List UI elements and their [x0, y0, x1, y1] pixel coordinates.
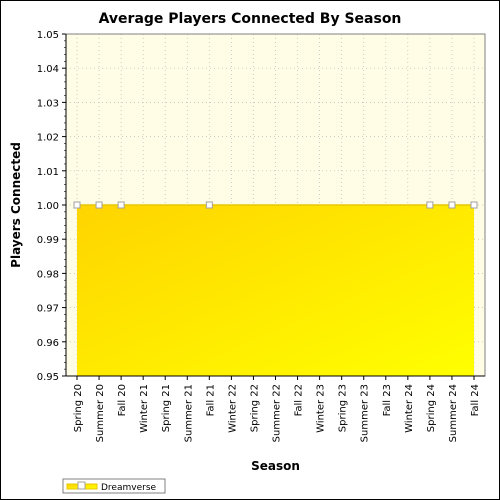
legend-label: Dreamverse: [101, 483, 157, 493]
x-tick-label: Spring 21: [161, 384, 172, 432]
data-point: [448, 201, 456, 209]
x-tick-label: Summer 20: [95, 384, 106, 442]
y-tick-label: 1.02: [37, 133, 59, 144]
data-point: [117, 201, 125, 209]
x-tick-label: Fall 22: [294, 384, 305, 416]
x-tick-label: Fall 24: [470, 384, 481, 416]
data-point: [73, 201, 81, 209]
series-area: [77, 205, 474, 376]
y-tick-label: 1.04: [37, 64, 59, 75]
x-tick-label: Winter 24: [404, 384, 415, 433]
x-tick-label: Summer 21: [183, 384, 194, 442]
x-tick-label: Winter 22: [227, 384, 238, 433]
x-tick-label: Spring 23: [338, 384, 349, 432]
y-tick-label: 0.96: [37, 338, 59, 349]
axes: 0.95 0.96 0.97 0.98 0.99 1.00 1.01 1.02 1.03 1.04…: [37, 30, 486, 442]
y-tick-label: 0.99: [37, 235, 59, 246]
y-tick-label: 1.03: [37, 98, 59, 109]
x-tick-label: Spring 22: [249, 384, 260, 432]
data-point: [205, 201, 213, 209]
legend-marker: [77, 481, 86, 490]
y-tick-label: 1.01: [37, 167, 59, 178]
x-tick-label: Summer 24: [448, 384, 459, 442]
chart-title: Average Players Connected By Season: [99, 11, 402, 27]
legend: Dreamverse: [62, 478, 166, 494]
x-tick-label: Winter 23: [316, 384, 327, 433]
x-tick-label: Summer 23: [360, 384, 371, 442]
y-tick-label: 0.98: [37, 269, 59, 280]
x-tick-label: Fall 23: [382, 384, 393, 416]
x-tick-label: Summer 22: [272, 384, 283, 442]
y-tick-label: 0.95: [37, 372, 59, 383]
area-layer: [73, 201, 478, 376]
data-point: [470, 201, 478, 209]
data-point: [426, 201, 434, 209]
x-tick-label: Winter 21: [139, 384, 150, 433]
x-axis-label: Season: [251, 459, 300, 473]
y-tick-label: 1.00: [37, 201, 59, 212]
y-tick-label: 0.97: [37, 304, 59, 315]
data-point: [95, 201, 103, 209]
x-tick-label: Spring 20: [73, 384, 84, 432]
y-tick-label: 1.05: [37, 30, 59, 41]
x-tick-label: Fall 21: [205, 384, 216, 416]
x-tick-label: Fall 20: [117, 384, 128, 416]
x-tick-label: Spring 24: [426, 384, 437, 432]
y-axis-label: Players Connected: [9, 142, 23, 268]
